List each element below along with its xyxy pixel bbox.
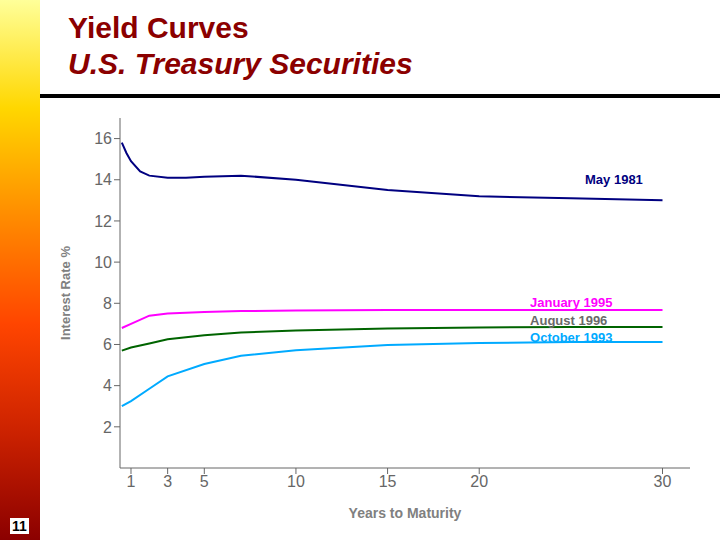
svg-text:October 1993: October 1993 xyxy=(530,330,612,345)
svg-text:12: 12 xyxy=(94,213,112,230)
svg-text:1: 1 xyxy=(127,473,136,490)
svg-text:January 1995: January 1995 xyxy=(530,295,612,310)
svg-text:30: 30 xyxy=(654,473,672,490)
svg-text:5: 5 xyxy=(200,473,209,490)
svg-text:8: 8 xyxy=(103,295,112,312)
svg-text:3: 3 xyxy=(163,473,172,490)
svg-text:6: 6 xyxy=(103,336,112,353)
svg-text:Years to Maturity: Years to Maturity xyxy=(349,505,462,521)
svg-text:16: 16 xyxy=(94,130,112,147)
svg-text:Interest Rate %: Interest Rate % xyxy=(58,246,73,340)
svg-text:4: 4 xyxy=(103,377,112,394)
svg-text:20: 20 xyxy=(470,473,488,490)
svg-text:10: 10 xyxy=(94,254,112,271)
svg-text:14: 14 xyxy=(94,171,112,188)
svg-text:2: 2 xyxy=(103,419,112,436)
html-text:Yield Curves: Yield Curves xyxy=(68,11,249,44)
html-text:11: 11 xyxy=(12,518,27,534)
svg-text:15: 15 xyxy=(379,473,397,490)
svg-text:10: 10 xyxy=(287,473,305,490)
html-text:U.S. Treasury Securities: U.S. Treasury Securities xyxy=(68,47,413,80)
svg-text:August 1996: August 1996 xyxy=(530,313,607,328)
svg-text:May 1981: May 1981 xyxy=(585,172,643,187)
